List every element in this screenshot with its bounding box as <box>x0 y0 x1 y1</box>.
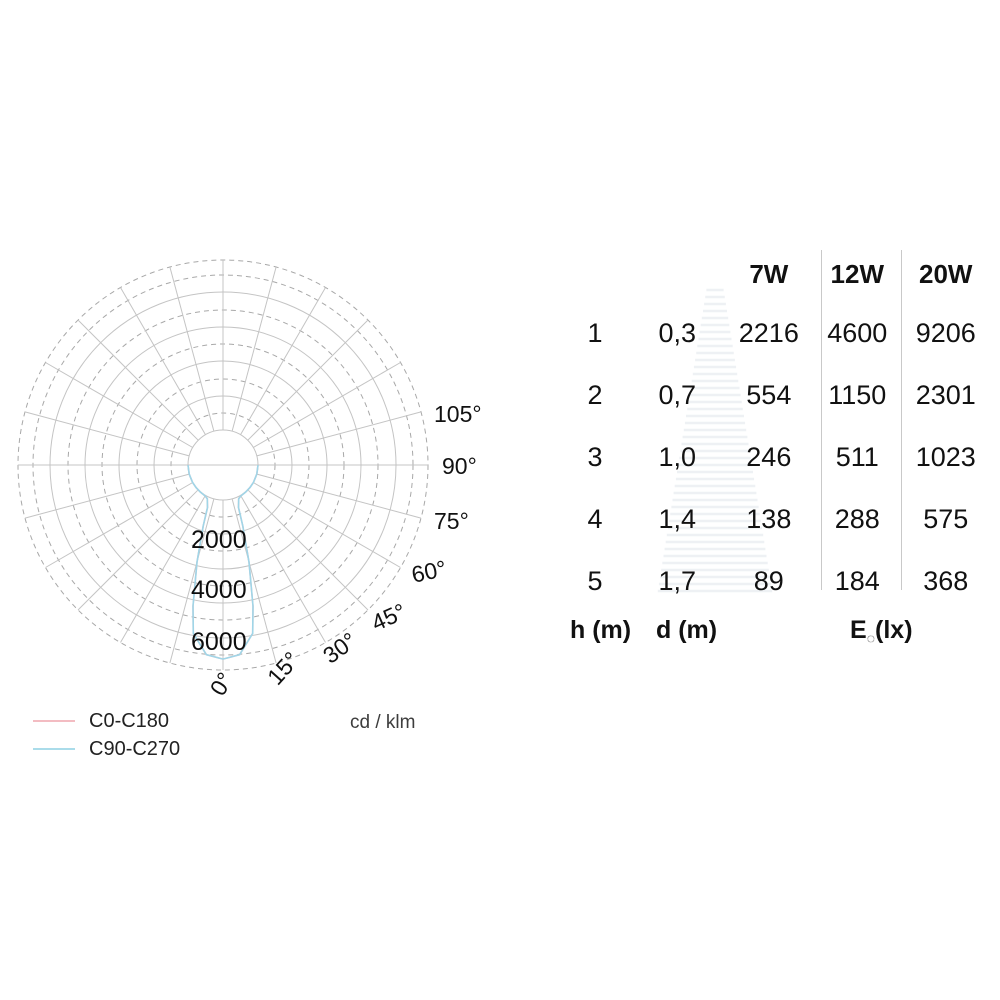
polar-light-distribution-diagram: 105° 90° 75° 60° 45° 30° 15° 0° 2000 400… <box>0 240 530 770</box>
table-row: 2 0,7 554 1150 2301 <box>560 364 990 426</box>
radial-label-2000: 2000 <box>191 526 247 554</box>
cell-12w: 288 <box>834 503 880 534</box>
legend-item-c90-c270: C90-C270 <box>33 735 283 763</box>
header-spacer-h <box>560 246 630 302</box>
cell-7w: 554 <box>746 379 792 410</box>
caption-e-symbol: E <box>850 616 867 644</box>
cell-d: 1,7 <box>658 565 697 596</box>
header-7w: 7W <box>749 258 789 289</box>
legend-label-c90-c270: C90-C270 <box>89 737 181 760</box>
cell-7w: 138 <box>746 503 792 534</box>
polar-legend: C0-C180 C90-C270 <box>33 707 283 763</box>
table-row: 4 1,4 138 288 575 <box>560 488 990 550</box>
cell-d: 0,7 <box>658 379 697 410</box>
table-divider-1 <box>821 250 822 590</box>
header-spacer-d <box>630 246 725 302</box>
cell-20w: 9206 <box>915 317 976 348</box>
cell-7w: 2216 <box>738 317 799 348</box>
table-divider-2 <box>901 250 902 590</box>
cell-h: 2 <box>587 379 603 410</box>
curve-c90-c270 <box>187 464 259 660</box>
illuminance-table-panel: 7W 12W 20W 1 0,3 2216 4600 9206 2 0,7 55… <box>560 246 990 656</box>
caption-d-m: d (m) <box>656 616 718 644</box>
legend-swatch-c0-c180 <box>33 720 75 722</box>
radial-label-6000: 6000 <box>191 628 247 656</box>
caption-e-lx: E◌(lx) <box>850 616 913 646</box>
cell-h: 4 <box>587 503 603 534</box>
angle-label-90: 90° <box>442 453 477 479</box>
polar-curve-group <box>187 464 259 660</box>
table-row: 1 0,3 2216 4600 9206 <box>560 302 990 364</box>
cell-h: 3 <box>587 441 603 472</box>
cell-d: 1,0 <box>658 441 697 472</box>
cell-12w: 184 <box>834 565 880 596</box>
cell-20w: 2301 <box>915 379 976 410</box>
cell-12w: 4600 <box>827 317 888 348</box>
polar-grid-svg <box>17 259 429 671</box>
header-20w: 20W <box>919 258 973 289</box>
cell-h: 5 <box>587 565 603 596</box>
cell-20w: 368 <box>923 565 969 596</box>
cell-7w: 246 <box>746 441 792 472</box>
caption-h-m: h (m) <box>570 616 632 644</box>
illuminance-table: 7W 12W 20W 1 0,3 2216 4600 9206 2 0,7 55… <box>560 246 990 612</box>
table-row: 5 1,7 89 184 368 <box>560 550 990 612</box>
cell-d: 1,4 <box>658 503 697 534</box>
caption-e-subscript: ◌ <box>866 630 876 646</box>
cell-20w: 575 <box>923 503 969 534</box>
cell-20w: 1023 <box>915 441 976 472</box>
units-label-cd-per-klm: cd / klm <box>350 712 416 733</box>
legend-item-c0-c180: C0-C180 <box>33 707 283 735</box>
angle-label-75: 75° <box>434 508 469 534</box>
radial-label-4000: 4000 <box>191 576 247 604</box>
cell-7w: 89 <box>753 565 784 596</box>
legend-swatch-c90-c270 <box>33 748 75 750</box>
table-row: 3 1,0 246 511 1023 <box>560 426 990 488</box>
cell-h: 1 <box>587 317 603 348</box>
table-header-row: 7W 12W 20W <box>560 246 990 302</box>
angle-label-105: 105° <box>434 401 482 427</box>
legend-label-c0-c180: C0-C180 <box>89 709 170 732</box>
cell-12w: 511 <box>835 441 879 472</box>
cell-12w: 1150 <box>828 379 887 410</box>
caption-e-unit: (lx) <box>875 616 913 644</box>
cell-d: 0,3 <box>658 317 697 348</box>
header-12w: 12W <box>830 258 885 289</box>
polar-spokes-group <box>18 260 428 670</box>
